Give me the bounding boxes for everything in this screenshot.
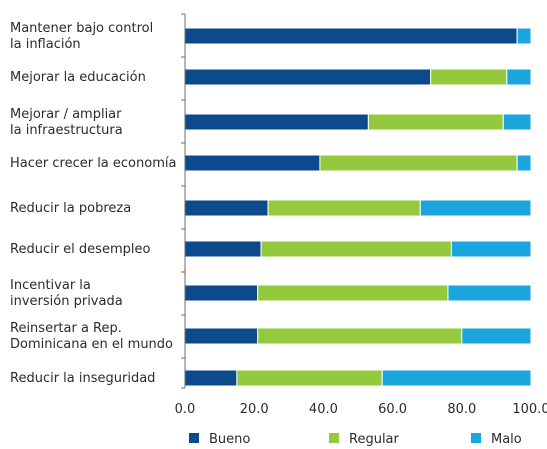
bar-malo-2 [506, 68, 532, 86]
x-tick-label-5: 80.0 [447, 402, 476, 417]
bar-regular-5 [267, 199, 421, 217]
bar-regular-2 [430, 68, 508, 86]
bar-regular-8 [257, 327, 463, 345]
category-label-9: Reducir la inseguridad [10, 371, 155, 386]
legend-swatch-regular [329, 433, 339, 443]
axes [181, 13, 186, 389]
x-tick-label-3: 40.0 [309, 402, 338, 417]
bar-bueno-3 [184, 113, 369, 131]
category-labels: Mantener bajo control la inflación Mejorar… [10, 21, 176, 386]
legend-label-regular: Regular [349, 432, 400, 447]
bar-bueno-7 [184, 284, 259, 302]
category-label-5: Reducir la pobreza [10, 201, 131, 216]
category-label-1: Mantener bajo control la inflación [10, 21, 153, 52]
bar-malo-5 [419, 199, 532, 217]
x-tick-label-2: 20.0 [240, 402, 269, 417]
category-label-4: Hacer crecer la economía [10, 156, 176, 171]
bar-regular-6 [260, 240, 452, 258]
x-tick-label-1: 0.0 [175, 402, 196, 417]
category-label-8: Reinsertar a Rep. Dominicana en el mundo [10, 321, 173, 352]
legend-swatch-malo [471, 433, 481, 443]
category-label-2: Mejorar la educación [10, 70, 146, 85]
bar-malo-1 [516, 27, 532, 45]
x-tick-label-6: 100.0 [512, 402, 547, 417]
bar-bueno-1 [184, 27, 518, 45]
bars [184, 27, 532, 387]
legend-swatch-bueno [189, 433, 199, 443]
bar-regular-9 [236, 369, 383, 387]
legend: Bueno Regular Malo [189, 432, 522, 447]
bar-malo-8 [461, 327, 532, 345]
legend-label-bueno: Bueno [209, 432, 250, 447]
bar-malo-6 [450, 240, 532, 258]
bar-bueno-8 [184, 327, 259, 345]
bar-regular-7 [257, 284, 449, 302]
bar-bueno-6 [184, 240, 262, 258]
x-tick-labels: 0.0 20.0 40.0 60.0 80.0 100.0 [175, 402, 547, 417]
legend-label-malo: Malo [491, 432, 522, 447]
bar-malo-7 [447, 284, 532, 302]
bar-bueno-5 [184, 199, 269, 217]
bar-malo-4 [516, 154, 532, 172]
category-label-3: Mejorar / ampliar la infraestructura [10, 107, 123, 138]
category-label-7: Incentivar la inversión privada [10, 278, 123, 309]
bar-regular-3 [367, 113, 504, 131]
bar-bueno-2 [184, 68, 432, 86]
x-tick-label-4: 60.0 [378, 402, 407, 417]
bar-bueno-9 [184, 369, 238, 387]
bar-malo-3 [502, 113, 532, 131]
bar-regular-4 [319, 154, 518, 172]
category-label-6: Reducir el desempleo [10, 242, 150, 257]
bar-malo-9 [381, 369, 532, 387]
bar-bueno-4 [184, 154, 321, 172]
